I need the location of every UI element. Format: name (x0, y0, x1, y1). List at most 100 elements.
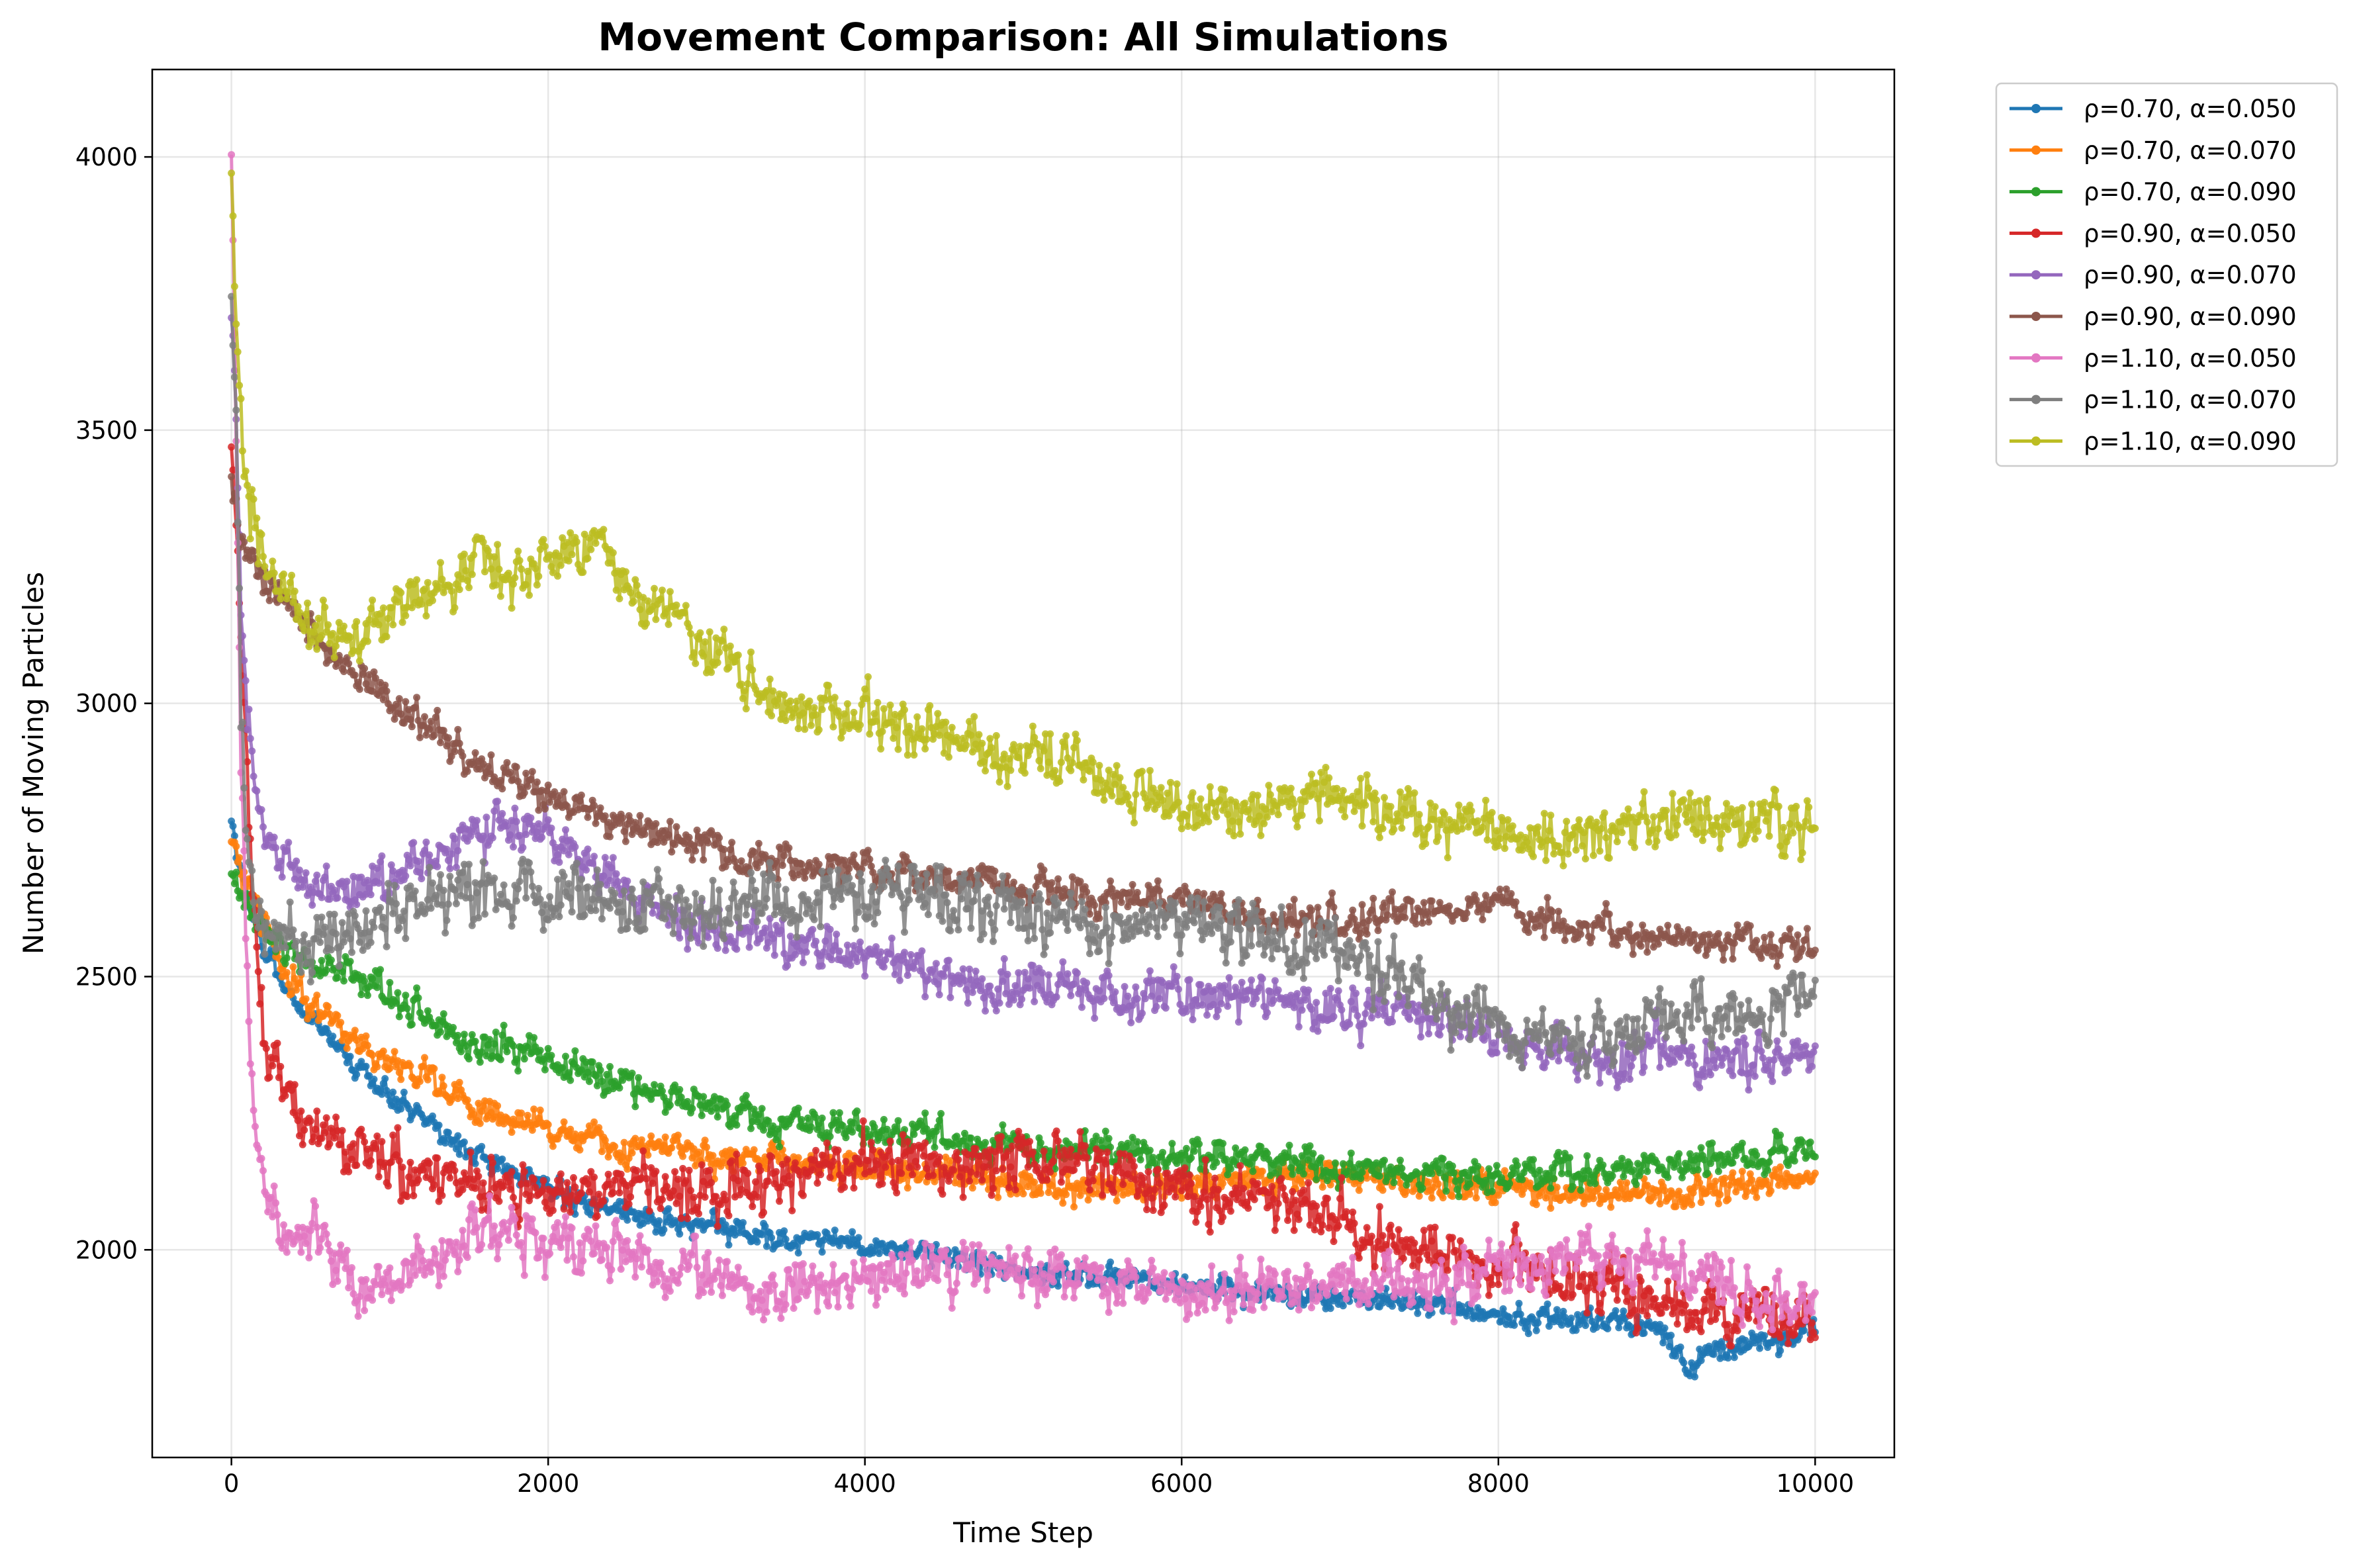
data-point (1730, 1354, 1738, 1361)
data-point (1800, 1326, 1808, 1334)
data-point (645, 1207, 653, 1215)
data-point (439, 1010, 447, 1018)
data-point (744, 1170, 752, 1177)
data-point (760, 1126, 768, 1134)
data-point (961, 976, 968, 984)
data-point (567, 1076, 575, 1084)
data-point (850, 1184, 858, 1192)
data-point (1044, 1189, 1052, 1197)
data-point (511, 804, 519, 812)
data-point (660, 1226, 668, 1234)
data-point (934, 980, 942, 988)
data-point (1070, 1166, 1078, 1174)
data-point (1649, 1037, 1657, 1044)
data-point (403, 1005, 411, 1013)
data-point (1311, 1226, 1318, 1234)
data-point (1217, 999, 1225, 1007)
data-point (1464, 1172, 1472, 1179)
data-point (1081, 1142, 1089, 1150)
data-point (519, 844, 527, 851)
data-point (978, 1176, 986, 1184)
data-point (1238, 978, 1246, 986)
data-point (786, 1180, 794, 1188)
data-point (588, 1058, 596, 1066)
data-point (831, 942, 839, 950)
data-point (661, 1133, 669, 1141)
data-point (945, 1177, 952, 1185)
data-point (1297, 1164, 1305, 1172)
data-point (1330, 1013, 1338, 1021)
data-point (1206, 1228, 1214, 1236)
data-point (804, 1114, 812, 1122)
data-point (614, 878, 622, 886)
data-point (1406, 1015, 1414, 1023)
data-point (1350, 1005, 1358, 1013)
data-point (1389, 1232, 1396, 1240)
data-point (429, 1112, 436, 1120)
data-point (604, 1170, 612, 1178)
data-point (1657, 1309, 1665, 1317)
data-point (394, 989, 402, 997)
data-point (1564, 1170, 1572, 1177)
data-point (495, 1197, 503, 1205)
data-point (921, 1139, 929, 1147)
data-point (494, 1165, 502, 1173)
data-point (669, 1187, 677, 1195)
data-point (1664, 1277, 1672, 1285)
data-point (1301, 996, 1309, 1004)
data-point (1160, 1201, 1168, 1209)
data-point (1298, 1180, 1306, 1188)
data-point (799, 1191, 807, 1199)
data-point (1100, 995, 1108, 1002)
data-point (835, 947, 843, 955)
data-point (519, 1161, 527, 1169)
data-point (512, 817, 520, 825)
data-point (362, 1062, 370, 1070)
data-point (1806, 1138, 1814, 1146)
data-point (510, 1193, 517, 1201)
data-point (1308, 1005, 1315, 1013)
data-point (888, 1158, 896, 1166)
data-point (1031, 1178, 1039, 1186)
data-point (1379, 1232, 1387, 1240)
data-point (1410, 1239, 1418, 1247)
data-point (302, 995, 310, 1003)
data-point (275, 864, 283, 872)
data-point (1216, 1207, 1224, 1215)
data-point (966, 965, 974, 973)
data-point (1136, 1156, 1144, 1164)
data-point (600, 1197, 608, 1205)
data-point (609, 1189, 617, 1197)
data-point (554, 1176, 561, 1184)
data-point (346, 958, 354, 966)
data-point (555, 858, 563, 866)
data-point (1178, 1194, 1185, 1202)
data-point (522, 831, 530, 839)
data-point (1677, 1053, 1685, 1061)
data-point (1417, 1033, 1425, 1041)
data-point (588, 1199, 596, 1207)
data-point (1677, 1343, 1685, 1351)
data-point (1172, 1193, 1179, 1201)
data-point (1264, 1150, 1271, 1157)
data-point (1555, 1057, 1563, 1065)
data-point (986, 982, 994, 990)
data-point (886, 950, 894, 958)
data-point (843, 1234, 851, 1242)
data-point (1544, 1176, 1551, 1183)
data-point (776, 1143, 783, 1151)
data-point (418, 875, 426, 882)
data-point (447, 850, 455, 858)
data-point (687, 1187, 694, 1195)
data-point (831, 1226, 839, 1234)
data-point (1680, 1359, 1688, 1367)
data-point (1313, 1176, 1320, 1183)
data-point (1190, 1147, 1198, 1155)
data-point (554, 851, 561, 858)
data-point (1764, 1181, 1772, 1189)
data-point (1323, 1195, 1331, 1203)
data-point (370, 1076, 378, 1084)
data-point (695, 1210, 702, 1218)
data-point (253, 787, 261, 795)
data-point (467, 1148, 475, 1156)
